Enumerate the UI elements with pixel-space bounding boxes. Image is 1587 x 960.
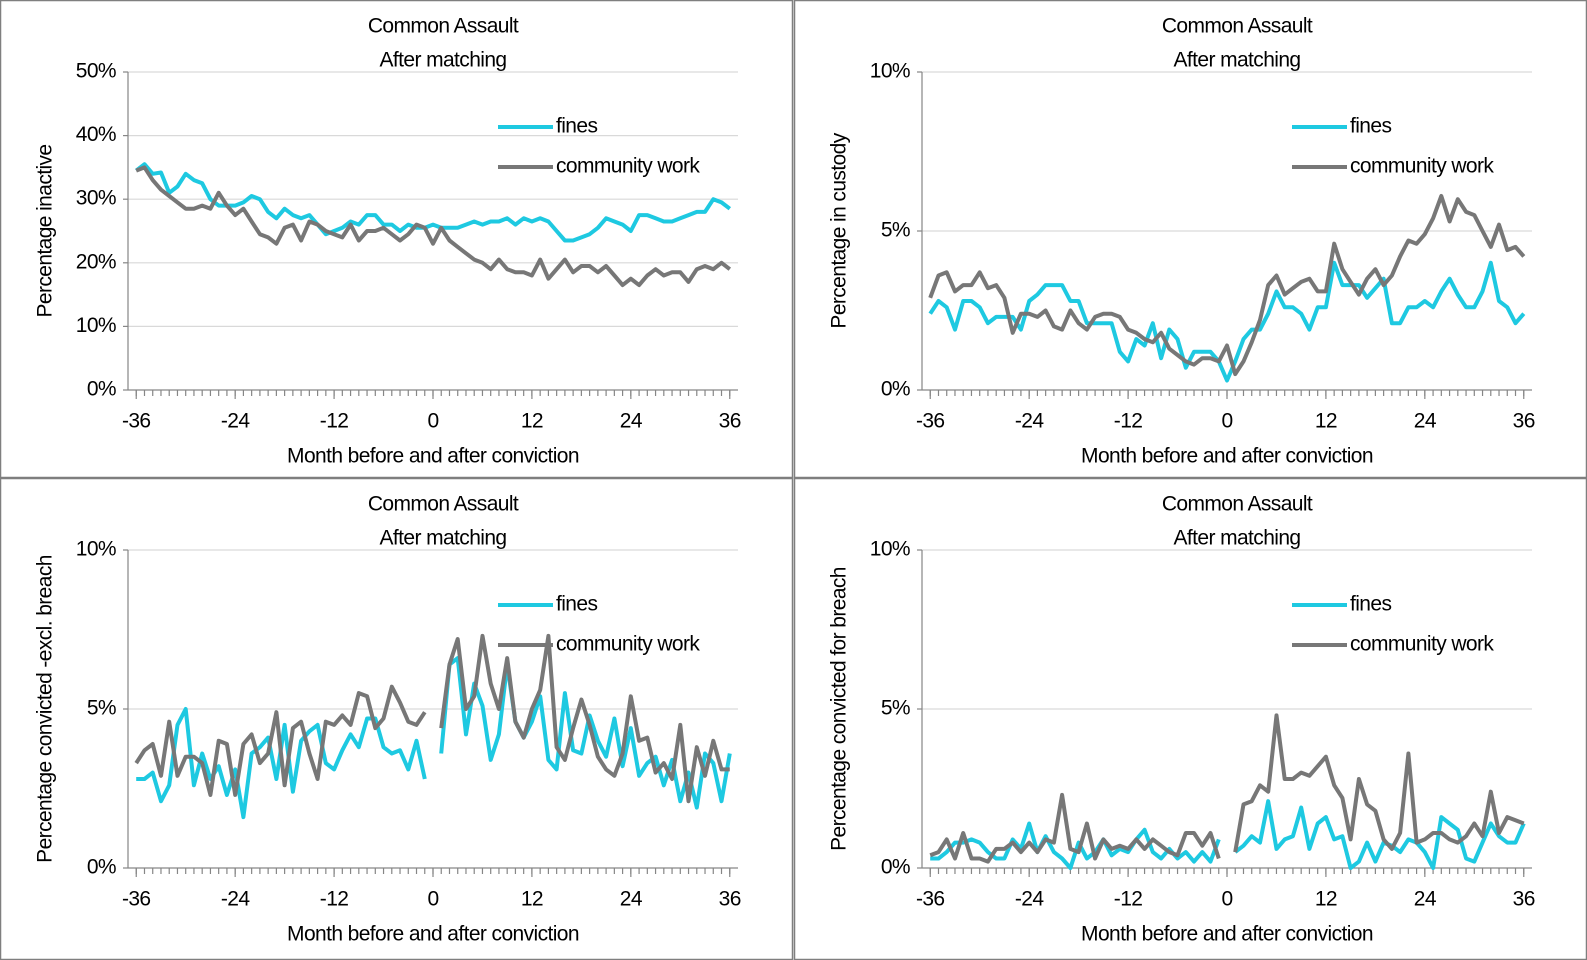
y-tick-label: 40% — [76, 123, 116, 146]
y-tick-label: 10% — [870, 538, 910, 561]
x-tick-label: 12 — [521, 888, 543, 911]
x-tick-label: -24 — [221, 888, 250, 911]
legend-label: community work — [556, 155, 700, 178]
y-tick-label: 10% — [76, 314, 116, 337]
chart-title: Common Assault — [1162, 15, 1313, 38]
panel: Common Assault After matching 0% 5% 10% -36 -2… — [793, 477, 1587, 960]
y-tick-label: 5% — [881, 219, 910, 242]
chart-title: Common Assault — [1162, 493, 1313, 516]
legend-label: community work — [1350, 633, 1494, 656]
x-tick-label: 36 — [719, 410, 741, 433]
legend-label: community work — [1350, 155, 1494, 178]
chart-subtitle: After matching — [1174, 527, 1301, 550]
y-tick-label: 5% — [87, 697, 116, 720]
x-axis-label: Month before and after conviction — [287, 923, 579, 946]
y-tick-label: 10% — [870, 60, 910, 83]
x-tick-label: 24 — [1414, 888, 1437, 911]
chart-subtitle: After matching — [380, 527, 507, 550]
y-tick-label: 50% — [76, 60, 116, 83]
legend-label: fines — [1350, 115, 1391, 138]
legend-label: fines — [556, 593, 597, 616]
x-tick-label: -36 — [122, 410, 151, 433]
y-axis-label: Percentage in custody — [828, 132, 851, 328]
x-tick-label: 36 — [1513, 888, 1535, 911]
x-tick-label: 12 — [1315, 410, 1337, 433]
x-tick-label: -36 — [122, 888, 151, 911]
panel: Common Assault After matching 0% 5% 10% -36 -2… — [0, 477, 794, 960]
chart-title: Common Assault — [368, 15, 519, 38]
y-tick-label: 0% — [87, 378, 116, 401]
x-tick-label: -12 — [320, 888, 349, 911]
panel: Common Assault After matching 0% 5% 10% -36 -2… — [793, 0, 1587, 479]
x-tick-label: -12 — [1114, 410, 1143, 433]
series-line — [928, 194, 1526, 377]
y-axis-label: Percentage inactive — [34, 144, 57, 317]
legend-label: fines — [556, 115, 597, 138]
x-tick-label: -12 — [1114, 888, 1143, 911]
y-tick-label: 20% — [76, 250, 116, 273]
series-line — [135, 165, 732, 288]
legend-label: fines — [1350, 593, 1391, 616]
chart-subtitle: After matching — [1174, 49, 1301, 72]
x-tick-label: -24 — [221, 410, 250, 433]
series-line — [134, 162, 732, 243]
panel-border — [793, 477, 1587, 960]
x-axis-label: Month before and after conviction — [1081, 445, 1373, 468]
y-tick-label: 0% — [881, 856, 910, 879]
x-axis-label: Month before and after conviction — [287, 445, 579, 468]
y-tick-label: 5% — [881, 697, 910, 720]
x-tick-label: 0 — [427, 410, 438, 433]
y-tick-label: 10% — [76, 538, 116, 561]
x-tick-label: 24 — [1414, 410, 1437, 433]
y-axis-label: Percentage convicted -excl. breach — [34, 555, 57, 863]
series-line — [929, 713, 1525, 864]
x-tick-label: 36 — [1513, 410, 1535, 433]
legend-label: community work — [556, 633, 700, 656]
series-line — [134, 633, 730, 804]
x-tick-label: -36 — [916, 888, 945, 911]
x-tick-label: 24 — [620, 888, 643, 911]
x-tick-label: -12 — [320, 410, 349, 433]
series-line — [928, 260, 1526, 383]
y-tick-label: 0% — [87, 856, 116, 879]
x-tick-label: 36 — [719, 888, 741, 911]
panel-border — [0, 477, 794, 960]
x-axis-label: Month before and after conviction — [1081, 923, 1373, 946]
x-tick-label: 0 — [1221, 410, 1232, 433]
series-line — [136, 656, 732, 820]
x-tick-label: -24 — [1015, 888, 1044, 911]
x-tick-label: 12 — [521, 410, 543, 433]
chart-title: Common Assault — [368, 493, 519, 516]
x-tick-label: 12 — [1315, 888, 1337, 911]
x-tick-label: -36 — [916, 410, 945, 433]
y-tick-label: 0% — [881, 378, 910, 401]
y-tick-label: 30% — [76, 187, 116, 210]
panel: Common Assault After matching 0% 10% 20% 30% 4… — [0, 0, 794, 479]
chart-subtitle: After matching — [380, 49, 507, 72]
x-tick-label: 0 — [427, 888, 438, 911]
x-tick-label: 24 — [620, 410, 643, 433]
x-tick-label: -24 — [1015, 410, 1044, 433]
y-axis-label: Percentage convicted for breach — [828, 567, 851, 851]
x-tick-label: 0 — [1221, 888, 1232, 911]
panel-border — [0, 0, 794, 479]
